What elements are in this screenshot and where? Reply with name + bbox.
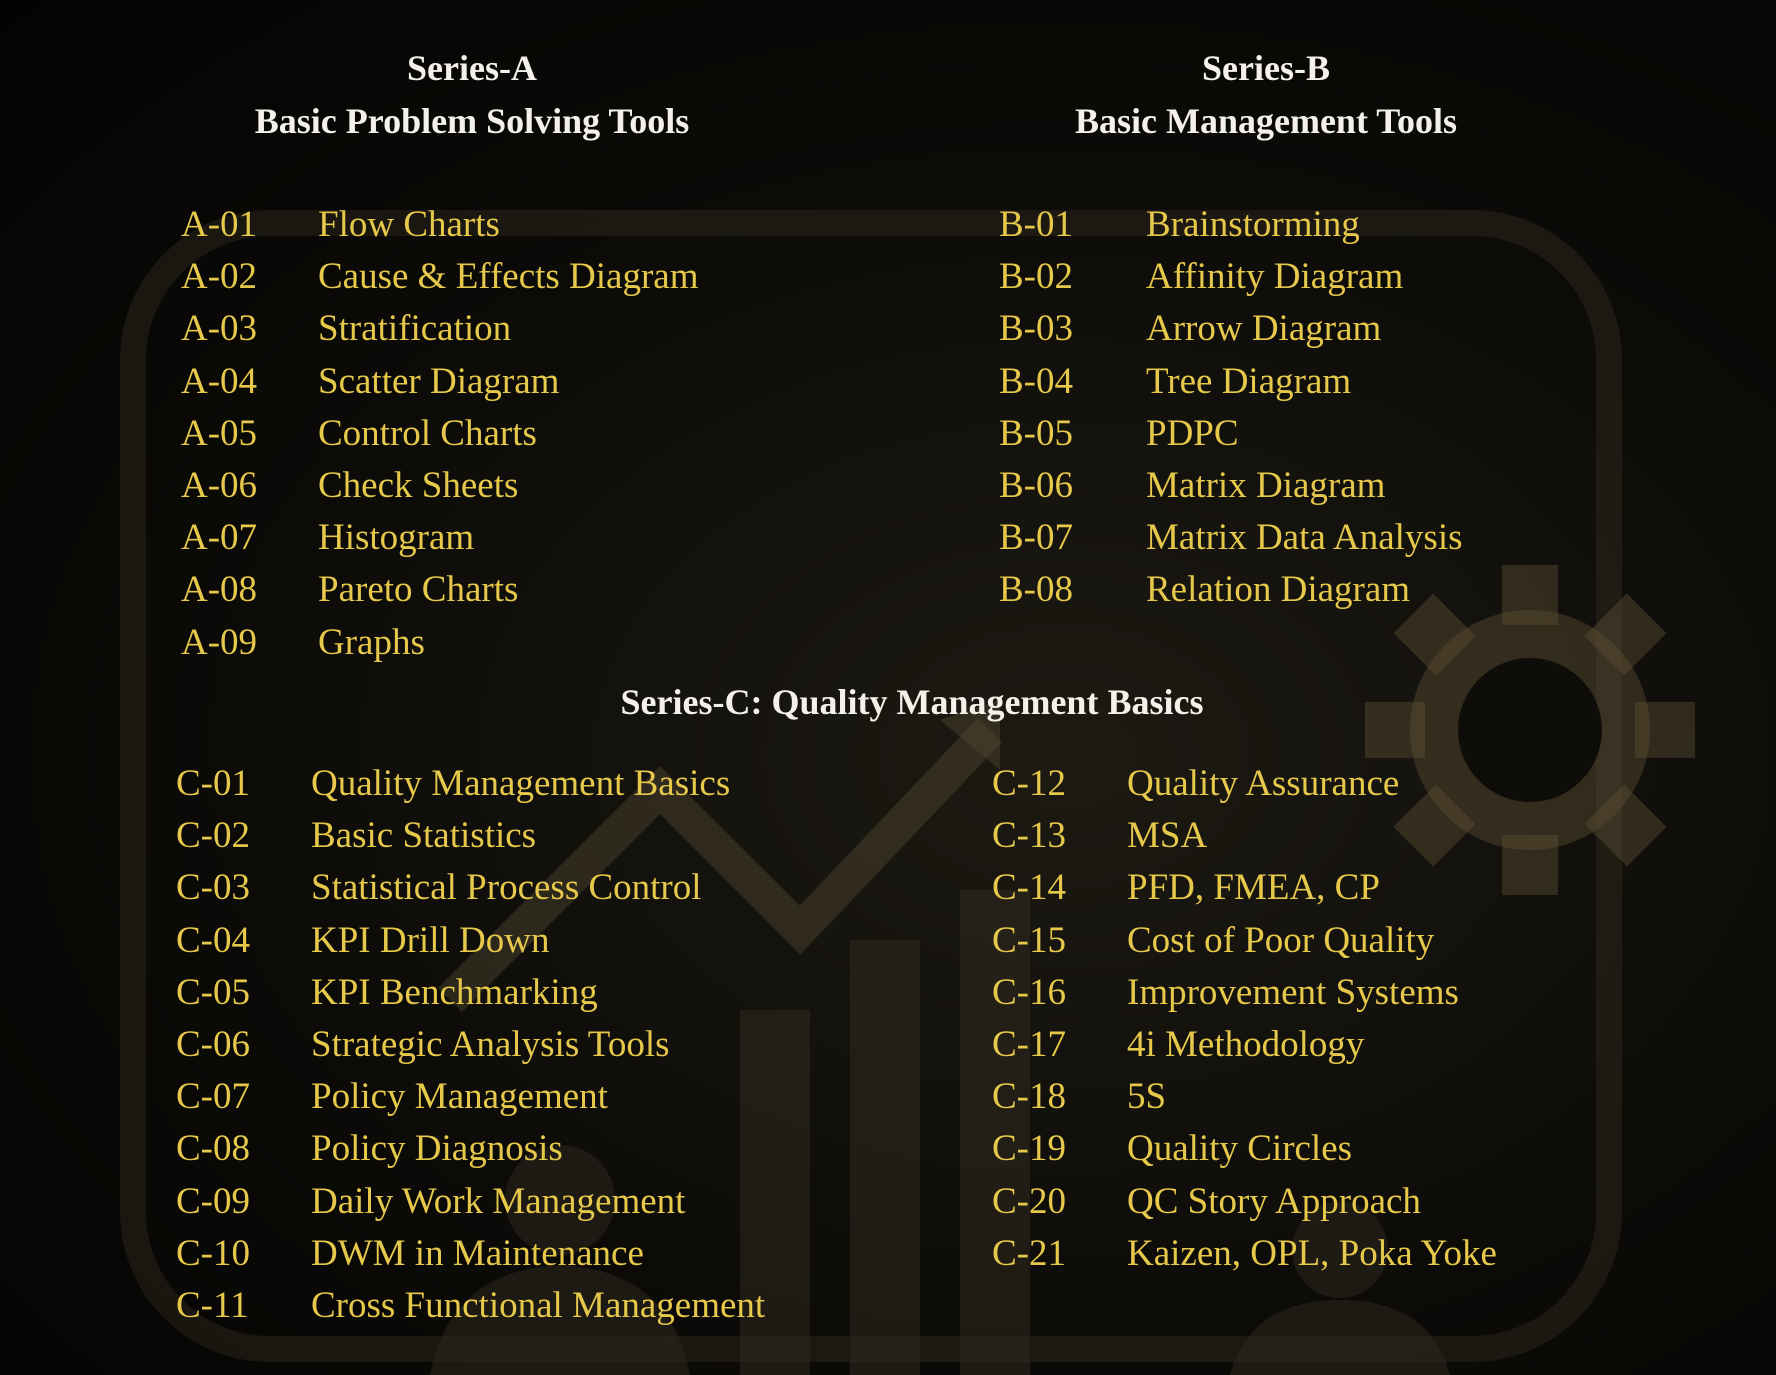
item-code: A-06: [181, 465, 258, 506]
item-name: 4i Methodology: [1127, 1024, 1365, 1065]
item-code: A-05: [181, 412, 258, 454]
item-code: B-05: [999, 412, 1073, 454]
item-name: Strategic Analysis Tools: [311, 1024, 670, 1065]
item-name: Kaizen, OPL, Poka Yoke: [1127, 1232, 1497, 1274]
item-code: C-20: [992, 1180, 1066, 1222]
item-name: Basic Statistics: [311, 815, 537, 857]
item-code: C-12: [992, 763, 1066, 804]
item-code: C-17: [992, 1024, 1066, 1065]
item-code: A-08: [181, 569, 258, 611]
item-code: A-04: [181, 360, 258, 402]
item-name: Brainstorming: [1146, 204, 1360, 245]
item-code: C-11: [176, 1285, 249, 1326]
item-name: Matrix Diagram: [1146, 465, 1386, 506]
item-name: Control Charts: [318, 412, 537, 454]
item-name: Quality Circles: [1127, 1128, 1353, 1170]
item-code: C-09: [176, 1180, 250, 1222]
item-name: Tree Diagram: [1146, 360, 1352, 402]
item-name: DWM in Maintenance: [311, 1232, 644, 1274]
item-name: Scatter Diagram: [318, 360, 560, 402]
series-c-title: Series-C: Quality Management Basics: [620, 682, 1204, 722]
item-code: C-13: [992, 815, 1066, 857]
item-code: C-08: [176, 1128, 250, 1170]
item-name: Graphs: [318, 621, 425, 663]
item-code: C-14: [992, 867, 1066, 909]
item-name: 5S: [1127, 1076, 1167, 1118]
item-name: Policy Diagnosis: [311, 1128, 563, 1170]
item-code: C-15: [992, 919, 1066, 961]
item-name: Check Sheets: [318, 465, 519, 506]
item-code: C-18: [992, 1076, 1066, 1118]
item-name: PDPC: [1146, 412, 1239, 454]
item-code: B-07: [999, 517, 1073, 559]
item-name: Stratification: [318, 308, 512, 350]
item-name: Statistical Process Control: [311, 867, 702, 909]
series-b-title: Series-B: [1202, 48, 1330, 88]
item-code: C-02: [176, 815, 250, 857]
item-name: Improvement Systems: [1127, 971, 1459, 1013]
item-code: C-10: [176, 1232, 250, 1274]
series-b-subtitle: Basic Management Tools: [1074, 101, 1458, 141]
item-name: Affinity Diagram: [1146, 256, 1404, 298]
item-name: KPI Benchmarking: [311, 971, 598, 1013]
item-name: KPI Drill Down: [311, 919, 550, 961]
item-name: Policy Management: [311, 1076, 608, 1118]
item-name: Cross Functional Management: [311, 1285, 766, 1326]
item-code: C-07: [176, 1076, 250, 1118]
item-code: B-02: [999, 256, 1073, 298]
series-a-subtitle: Basic Problem Solving Tools: [254, 101, 690, 141]
item-code: B-08: [999, 569, 1073, 611]
item-code: A-03: [181, 308, 258, 350]
item-code: C-06: [176, 1024, 250, 1065]
item-code: B-03: [999, 308, 1073, 350]
item-name: PFD, FMEA, CP: [1127, 867, 1380, 909]
item-name: Arrow Diagram: [1146, 308, 1382, 350]
item-name: Daily Work Management: [311, 1180, 686, 1222]
item-name: Histogram: [318, 517, 475, 559]
item-code: C-04: [176, 919, 250, 961]
item-name: Matrix Data Analysis: [1146, 517, 1463, 559]
item-name: Cause & Effects Diagram: [318, 256, 699, 298]
item-code: B-06: [999, 465, 1073, 506]
item-code: C-05: [176, 971, 250, 1013]
gear-icon: [1365, 565, 1695, 895]
item-code: B-04: [999, 360, 1073, 402]
item-name: MSA: [1127, 815, 1208, 857]
item-code: B-01: [999, 204, 1073, 245]
item-name: Cost of Poor Quality: [1127, 919, 1435, 961]
item-code: C-01: [176, 763, 250, 804]
item-name: Flow Charts: [318, 204, 500, 245]
item-code: C-16: [992, 971, 1066, 1013]
item-name: Quality Assurance: [1127, 763, 1400, 804]
item-name: Quality Management Basics: [311, 763, 731, 804]
item-name: QC Story Approach: [1127, 1180, 1421, 1222]
bar-chart-icon: [740, 890, 1030, 1375]
item-code: C-21: [992, 1232, 1066, 1274]
item-code: A-09: [181, 621, 258, 663]
item-code: C-03: [176, 867, 250, 909]
item-code: A-02: [181, 256, 258, 298]
series-a-header: Series-A Basic Problem Solving Tools: [255, 42, 689, 148]
series-b-header: Series-B Basic Management Tools: [1075, 42, 1457, 148]
item-code: A-01: [181, 204, 258, 245]
item-code: C-19: [992, 1128, 1066, 1170]
item-code: A-07: [181, 517, 258, 559]
item-name: Pareto Charts: [318, 569, 519, 611]
series-a-title: Series-A: [407, 48, 537, 88]
item-name: Relation Diagram: [1146, 569, 1411, 611]
